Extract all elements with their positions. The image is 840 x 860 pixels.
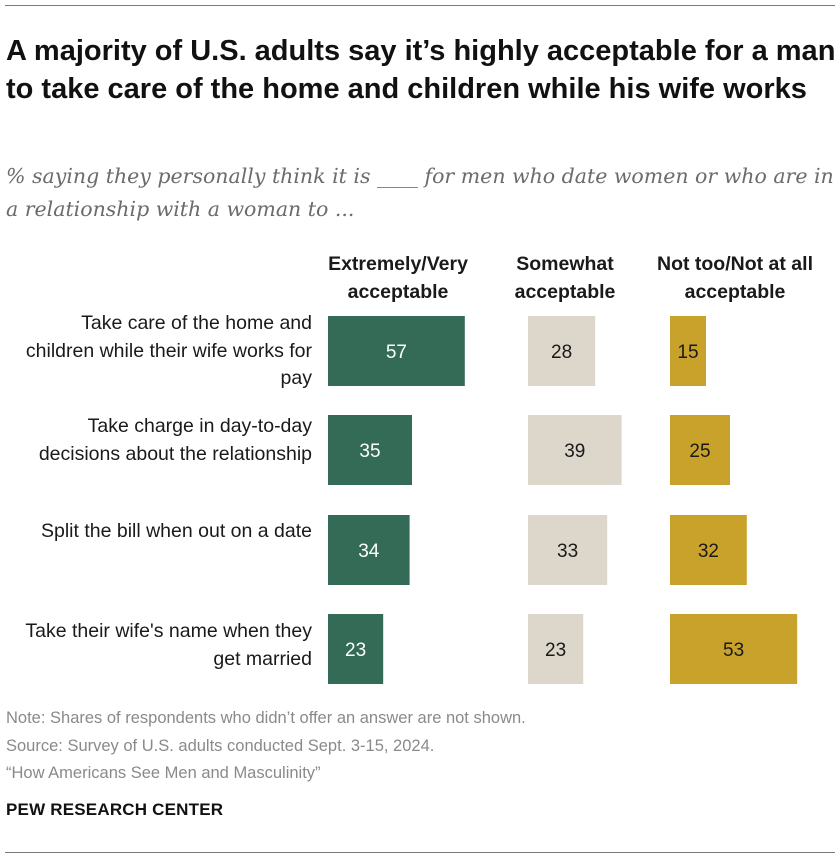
top-rule bbox=[5, 5, 835, 6]
data-label-somewhat-row-2: 33 bbox=[557, 541, 578, 562]
bar-extremely-very-row-1 bbox=[328, 415, 412, 485]
row-label-day-to-day-decisions: Take charge in day-to-day decisions abou… bbox=[38, 415, 312, 465]
bar-somewhat-row-1 bbox=[528, 415, 622, 485]
data-label-extremely-very-row-0: 57 bbox=[386, 342, 407, 363]
column-header-somewhat: Somewhat acceptable bbox=[514, 253, 616, 303]
bar-extremely-very-row-2 bbox=[328, 515, 410, 585]
data-label-not-too-row-0: 15 bbox=[677, 342, 698, 363]
bar-not-too-row-1 bbox=[670, 415, 730, 485]
data-label-somewhat-row-1: 39 bbox=[564, 441, 585, 462]
bar-chart: 57 35 34 23 28 39 33 23 15 25 32 53 bbox=[328, 316, 798, 684]
bar-extremely-very-row-0 bbox=[328, 316, 465, 386]
bar-extremely-very-row-3 bbox=[328, 614, 384, 684]
footnote-note: Note: Shares of respondents who didn’t o… bbox=[6, 709, 526, 727]
bottom-rule bbox=[5, 852, 835, 853]
data-label-not-too-row-3: 53 bbox=[723, 640, 744, 661]
bar-somewhat-row-2 bbox=[528, 515, 608, 585]
bar-not-too-row-0 bbox=[670, 316, 706, 386]
data-label-not-too-row-2: 32 bbox=[698, 541, 719, 562]
data-label-somewhat-row-0: 28 bbox=[551, 342, 572, 363]
data-label-extremely-very-row-1: 35 bbox=[359, 441, 380, 462]
bar-somewhat-row-3 bbox=[528, 614, 584, 684]
row-label-home-and-children: Take care of the home and children while… bbox=[25, 312, 312, 389]
column-header-extremely-very: Extremely/Very acceptable bbox=[328, 253, 468, 303]
bar-not-too-row-3 bbox=[670, 614, 798, 684]
footnote-report: “How Americans See Men and Masculinity” bbox=[6, 764, 321, 782]
row-label-take-wifes-name: Take their wife's name when they get mar… bbox=[25, 620, 312, 670]
chart-subtitle: % saying they personally think it is ___… bbox=[6, 164, 834, 221]
chart-title: A majority of U.S. adults say it’s highl… bbox=[6, 35, 836, 105]
brand-logo-text: PEW RESEARCH CENTER bbox=[6, 800, 224, 819]
bar-somewhat-row-0 bbox=[528, 316, 596, 386]
bar-not-too-row-2 bbox=[670, 515, 747, 585]
data-label-somewhat-row-3: 23 bbox=[545, 640, 566, 661]
data-label-not-too-row-1: 25 bbox=[689, 441, 710, 462]
column-header-not-too: Not too/Not at all acceptable bbox=[657, 253, 813, 303]
row-label-split-the-bill: Split the bill when out on a date bbox=[40, 520, 312, 542]
data-label-extremely-very-row-3: 23 bbox=[345, 640, 366, 661]
footnote-source: Source: Survey of U.S. adults conducted … bbox=[6, 737, 435, 755]
data-label-extremely-very-row-2: 34 bbox=[358, 541, 380, 562]
